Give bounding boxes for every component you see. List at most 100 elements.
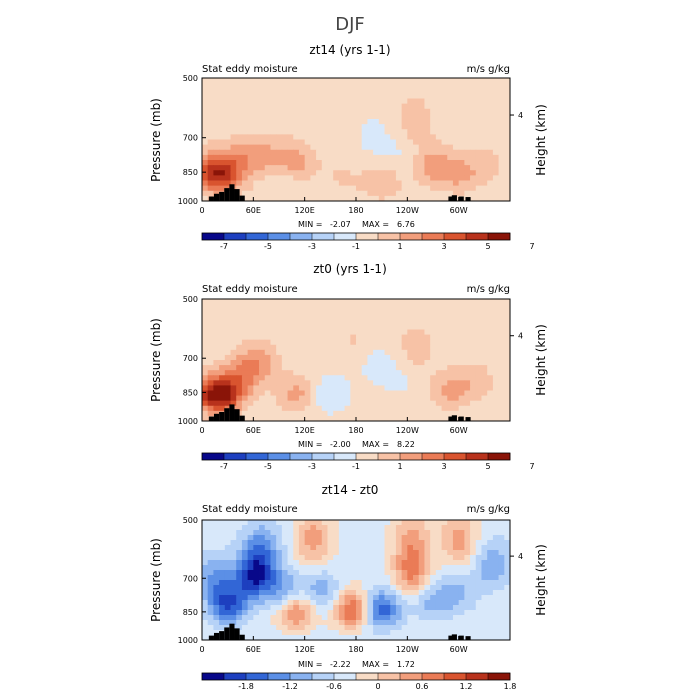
field-cell	[504, 119, 511, 125]
field-cell	[293, 329, 300, 335]
field-cell	[202, 78, 209, 84]
field-cell	[424, 93, 431, 99]
field-cell	[327, 535, 334, 541]
field-cell	[384, 630, 391, 636]
field-cell	[492, 530, 499, 536]
field-cell	[293, 380, 300, 386]
field-cell	[384, 575, 391, 581]
field-cell	[492, 595, 499, 601]
field-cell	[458, 370, 465, 376]
field-cell	[316, 124, 323, 130]
field-cell	[464, 605, 471, 611]
field-cell	[219, 530, 226, 536]
field-cell	[213, 405, 220, 412]
field-cell	[487, 360, 494, 366]
field-cell	[390, 400, 397, 407]
field-cell	[390, 190, 397, 197]
field-cell	[447, 615, 454, 621]
field-cell	[202, 144, 209, 151]
field-cell	[373, 525, 380, 531]
field-cell	[367, 98, 374, 105]
field-cell	[424, 98, 431, 105]
field-cell	[224, 124, 231, 130]
field-cell	[395, 339, 403, 346]
field-cell	[441, 299, 448, 305]
field-cell	[213, 144, 220, 151]
field-cell	[367, 565, 374, 571]
field-cell	[321, 113, 328, 120]
field-cell	[264, 299, 271, 305]
field-cell	[287, 400, 294, 407]
field-cell	[276, 354, 283, 361]
field-cell	[395, 154, 403, 161]
field-cell	[504, 88, 511, 94]
field-cell	[219, 88, 226, 94]
field-cell	[492, 78, 499, 84]
field-cell	[327, 585, 334, 591]
field-cell	[475, 375, 482, 381]
field-cell	[350, 344, 357, 351]
field-cell	[492, 610, 499, 616]
field-cell	[304, 78, 311, 84]
field-cell	[492, 309, 499, 315]
field-cell	[498, 329, 505, 335]
field-cell	[304, 595, 311, 601]
field-cell	[236, 119, 243, 125]
field-cell	[424, 635, 431, 641]
field-cell	[367, 190, 374, 197]
field-cell	[259, 370, 266, 376]
field-cell	[492, 370, 499, 376]
field-cell	[384, 165, 391, 171]
field-cell	[390, 530, 397, 536]
field-cell	[430, 555, 437, 561]
field-cell	[373, 550, 380, 556]
field-cell	[395, 565, 403, 571]
field-cell	[333, 314, 340, 320]
field-cell	[333, 299, 340, 305]
field-cell	[424, 610, 431, 616]
field-cell	[310, 590, 317, 596]
field-cell	[202, 630, 209, 636]
field-cell	[270, 354, 277, 361]
field-cell	[452, 344, 460, 351]
field-cell	[407, 560, 414, 566]
field-cell	[276, 314, 283, 320]
field-cell	[504, 170, 511, 176]
field-cell	[298, 124, 306, 130]
field-cell	[441, 78, 448, 84]
field-cell	[298, 78, 306, 84]
field-cell	[378, 160, 385, 166]
field-cell	[475, 570, 482, 576]
field-cell	[259, 550, 266, 556]
field-cell	[458, 324, 465, 330]
field-cell	[470, 185, 477, 192]
field-cell	[259, 98, 266, 105]
field-cell	[213, 595, 220, 601]
field-cell	[384, 565, 391, 571]
field-cell	[378, 595, 385, 601]
field-cell	[276, 319, 283, 325]
field-cell	[492, 339, 499, 346]
field-cell	[298, 405, 306, 412]
field-cell	[378, 124, 385, 130]
field-cell	[475, 380, 482, 386]
field-cell	[407, 195, 414, 202]
field-cell	[213, 590, 220, 596]
field-cell	[219, 124, 226, 130]
field-cell	[281, 635, 288, 641]
field-cell	[281, 585, 288, 591]
field-cell	[430, 530, 437, 536]
field-cell	[219, 103, 226, 110]
field-cell	[441, 400, 448, 407]
field-cell	[367, 405, 374, 412]
field-cell	[276, 595, 283, 601]
field-cell	[356, 160, 363, 166]
field-cell	[298, 575, 306, 581]
field-cell	[475, 620, 482, 626]
field-cell	[424, 108, 431, 115]
field-cell	[276, 144, 283, 151]
field-cell	[281, 324, 288, 330]
field-cell	[213, 149, 220, 156]
field-cell	[498, 339, 505, 346]
field-cell	[418, 339, 425, 346]
